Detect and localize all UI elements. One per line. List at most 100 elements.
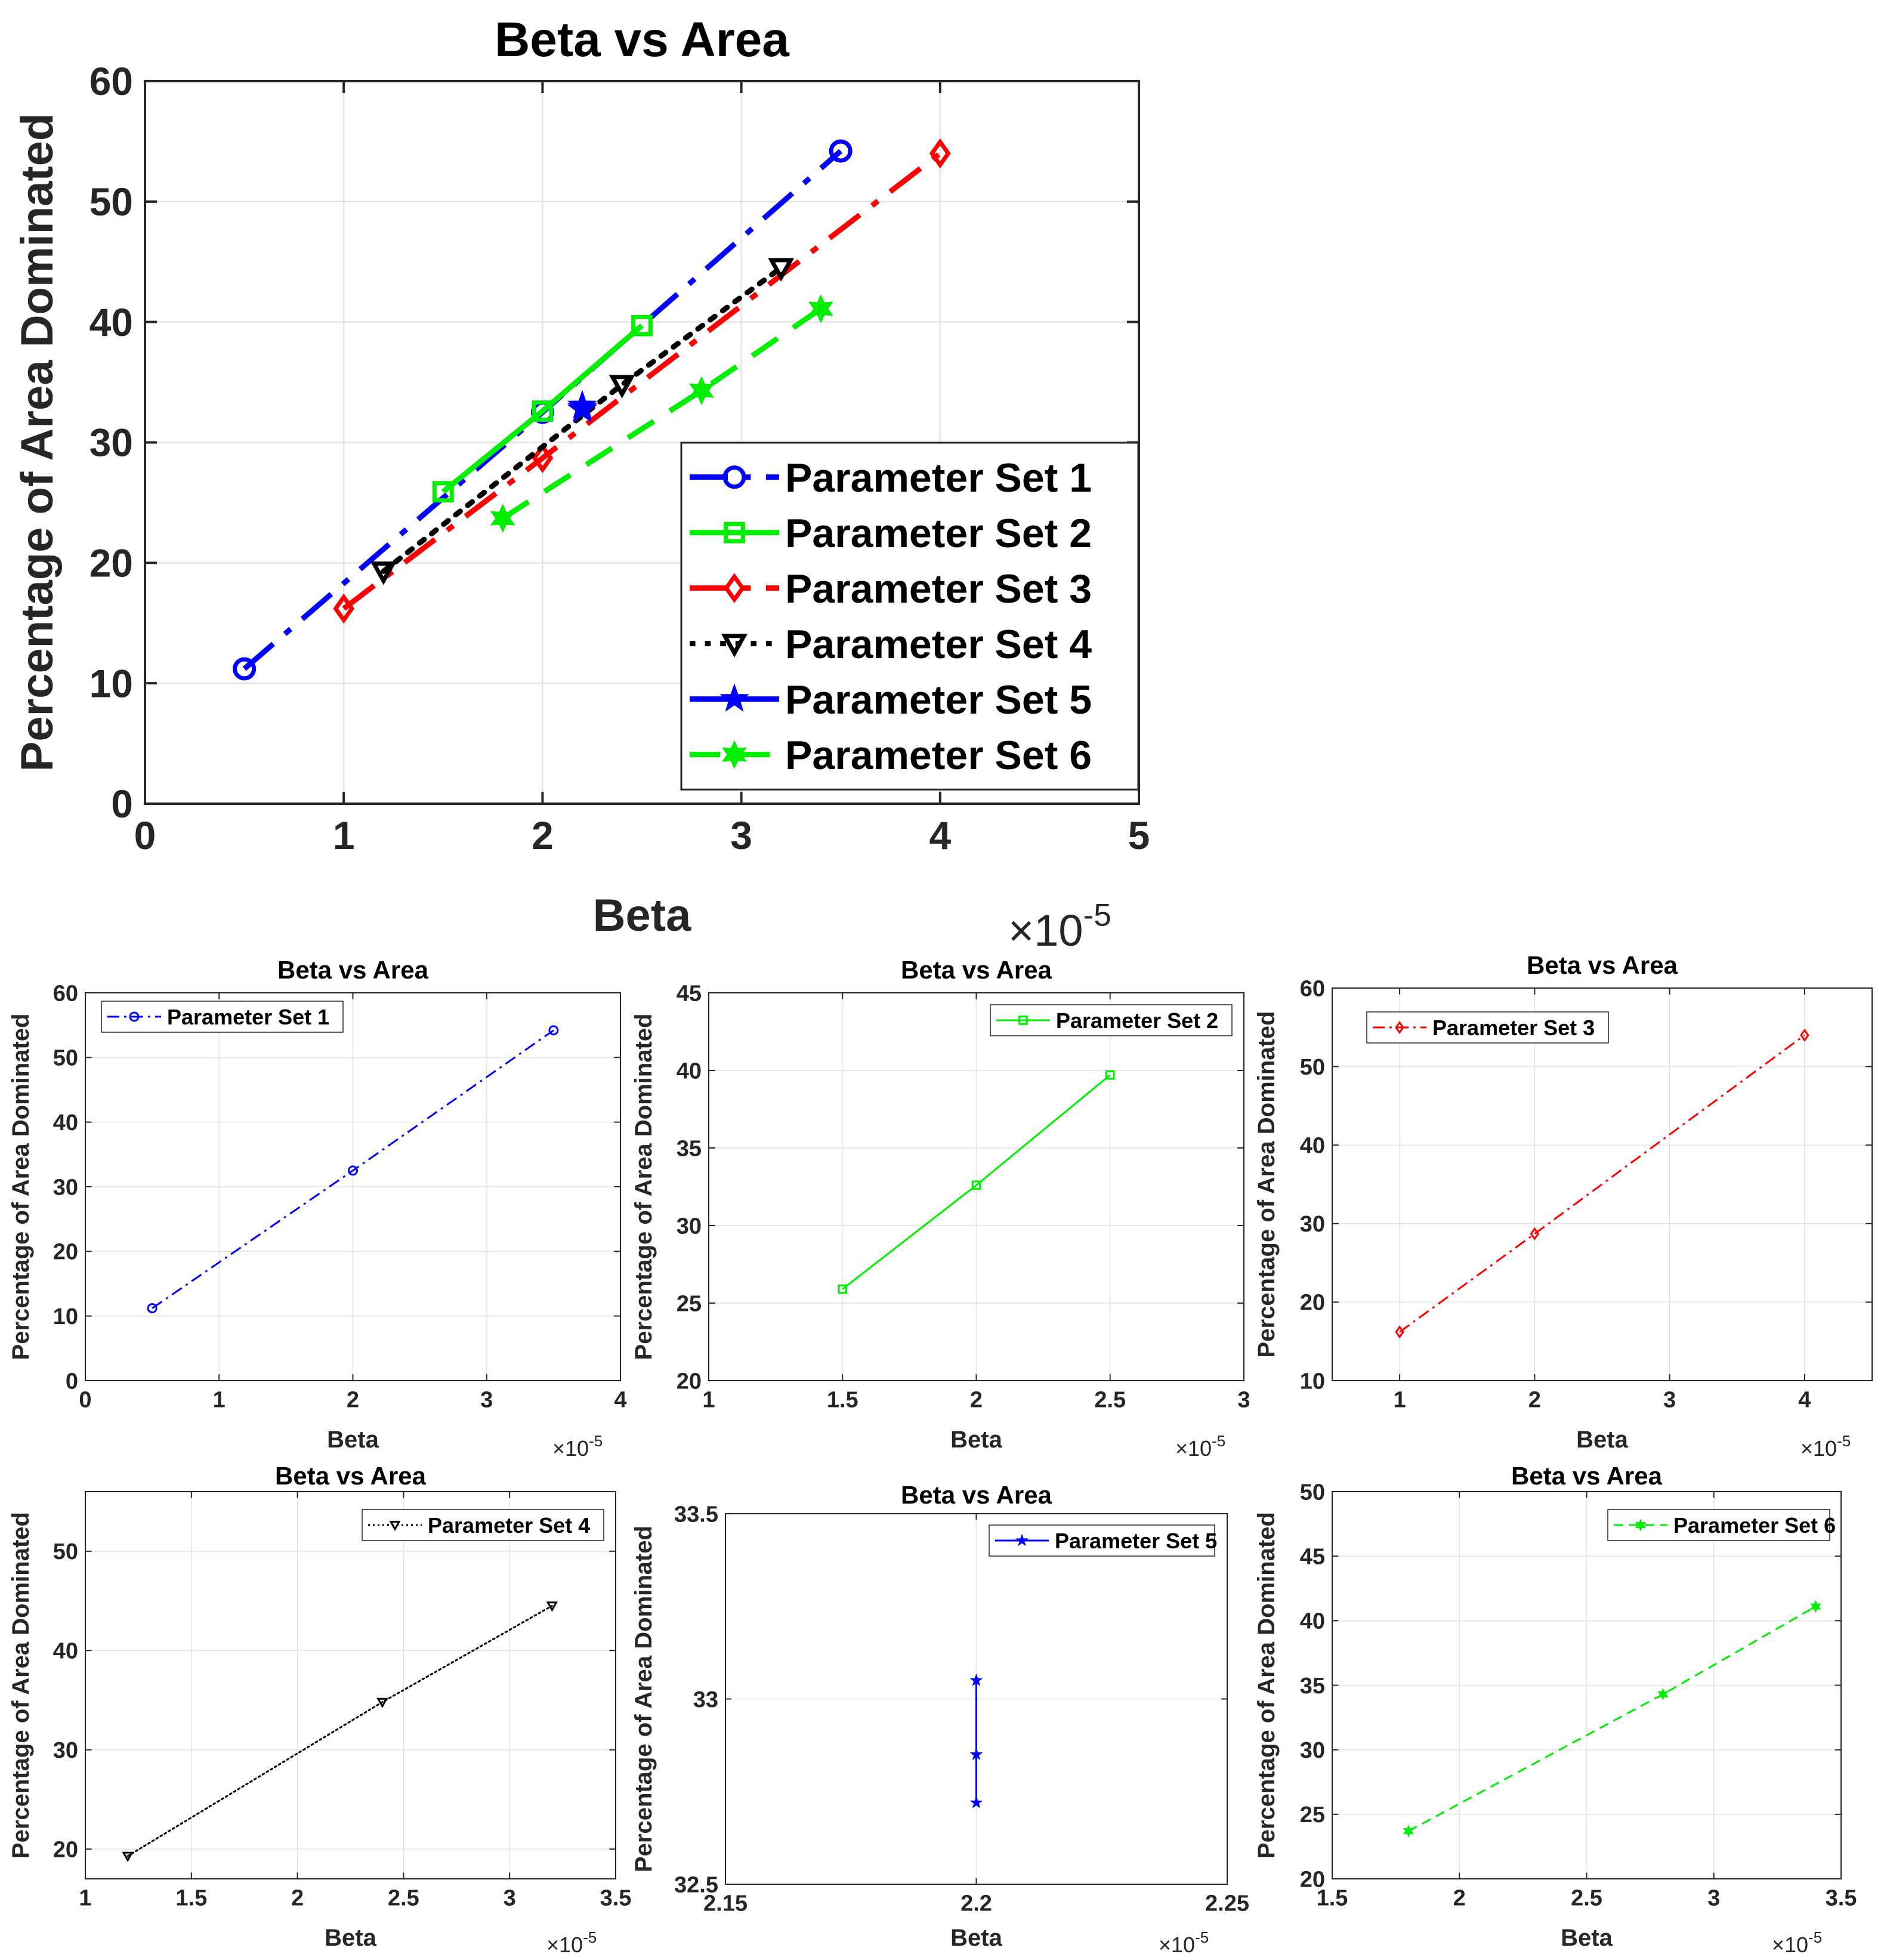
x-tick-label: 1 xyxy=(213,1387,226,1412)
series-line xyxy=(842,1074,1111,1290)
x-exponent-label: ×10-5 xyxy=(1175,1433,1225,1461)
x-tick-label: 1 xyxy=(79,1885,91,1910)
y-tick-label: 30 xyxy=(1300,1212,1325,1237)
y-tick-label: 32.5 xyxy=(674,1872,718,1897)
x-tick-label: 4 xyxy=(1798,1387,1811,1412)
x-tick-label: 1 xyxy=(702,1387,715,1412)
legend-label: Parameter Set 1 xyxy=(785,455,1092,501)
legend-label: Parameter Set 5 xyxy=(1055,1529,1217,1553)
x-tick-label: 3 xyxy=(1237,1387,1250,1412)
plot-area xyxy=(85,1492,616,1879)
y-tick-label: 25 xyxy=(1300,1802,1325,1828)
data-point xyxy=(532,443,554,473)
y-tick-label: 0 xyxy=(111,782,133,826)
legend-marker xyxy=(722,465,746,489)
data-point xyxy=(147,1303,157,1314)
data-point xyxy=(808,294,833,323)
y-tick-label: 20 xyxy=(53,1837,78,1862)
y-tick-label: 30 xyxy=(53,1175,78,1200)
y-tick-label: 50 xyxy=(53,1539,78,1564)
x-tick-label: 3 xyxy=(730,813,752,857)
series-parameter-set-2 xyxy=(432,314,653,503)
chart-title: Beta vs Area xyxy=(495,13,790,67)
chart-title: Beta vs Area xyxy=(1511,1462,1663,1490)
legend-label: Parameter Set 1 xyxy=(167,1005,329,1029)
y-tick-label: 33 xyxy=(693,1687,718,1712)
series-parameter-set-2 xyxy=(838,1070,1115,1294)
y-tick-label: 20 xyxy=(1300,1867,1325,1892)
x-tick-label: 2 xyxy=(970,1387,983,1412)
x-tick-label: 3 xyxy=(1663,1387,1676,1412)
x-tick-label: 0 xyxy=(79,1387,91,1412)
x-axis-label: Beta xyxy=(950,1427,1002,1453)
x-axis-label: Beta xyxy=(950,1925,1002,1951)
legend-label: Parameter Set 2 xyxy=(1056,1008,1218,1033)
chart-7: 1.5 2 2.5 3 3.5 20 25 30 35 40 45 50 Beta vs Area Bet… xyxy=(1253,1462,1857,1957)
y-tick-label: 40 xyxy=(1300,1609,1325,1634)
legend: Parameter Set 4 xyxy=(362,1509,604,1541)
y-tick-label: 0 xyxy=(66,1369,78,1394)
series-parameter-set-1 xyxy=(147,1025,559,1314)
legend-label: Parameter Set 6 xyxy=(785,733,1092,778)
data-point xyxy=(1395,1325,1404,1339)
chart-title: Beta vs Area xyxy=(1527,951,1678,979)
x-tick-label: 2 xyxy=(532,813,554,857)
y-tick-label: 40 xyxy=(53,1110,78,1135)
data-point xyxy=(1800,1028,1809,1042)
x-tick-label: 2 xyxy=(291,1885,304,1910)
series-parameter-set-5 xyxy=(567,390,598,422)
legend-label: Parameter Set 4 xyxy=(785,622,1092,667)
legend-marker xyxy=(721,634,748,658)
y-tick-label: 40 xyxy=(53,1639,78,1664)
x-tick-label: 1 xyxy=(333,813,355,857)
x-tick-label: 2 xyxy=(347,1387,359,1412)
legend-label: Parameter Set 6 xyxy=(1673,1513,1836,1538)
x-tick-label: 2.15 xyxy=(703,1891,748,1916)
series-line xyxy=(126,1604,553,1857)
x-exponent-label: ×10-5 xyxy=(552,1433,603,1461)
y-tick-label: 40 xyxy=(677,1058,702,1084)
x-tick-label: 2.5 xyxy=(1571,1885,1602,1910)
series-parameter-set-4 xyxy=(122,1601,558,1862)
axes-box xyxy=(1332,987,1873,1381)
y-tick-label: 60 xyxy=(1300,976,1325,1001)
x-tick-label: 2.25 xyxy=(1205,1891,1249,1916)
chart-title: Beta vs Area xyxy=(901,956,1052,984)
data-point xyxy=(532,400,554,422)
legend: Parameter Set 1 xyxy=(101,1001,344,1033)
x-exponent-label: ×10-5 xyxy=(1800,1433,1851,1461)
data-point xyxy=(1810,1600,1821,1613)
legend: Parameter Set 3 xyxy=(1366,1011,1609,1044)
data-point xyxy=(838,1284,848,1294)
x-exponent-label: ×10-5 xyxy=(1772,1930,1822,1957)
y-tick-label: 45 xyxy=(677,981,702,1006)
legend-marker xyxy=(719,683,750,712)
data-point xyxy=(1403,1825,1415,1838)
legend-box xyxy=(680,442,1139,791)
x-tick-label: 3.5 xyxy=(600,1885,632,1910)
data-point xyxy=(689,376,714,405)
legend-marker xyxy=(724,573,745,603)
y-tick-label: 33.5 xyxy=(674,1502,718,1527)
axes-box xyxy=(85,1491,616,1879)
x-tick-label: 1 xyxy=(1394,1387,1406,1412)
x-tick-label: 4 xyxy=(614,1387,626,1412)
data-point xyxy=(233,657,257,681)
legend-marker xyxy=(1395,1021,1404,1034)
data-point xyxy=(969,1748,983,1760)
series-parameter-set-5 xyxy=(969,1673,983,1808)
data-point xyxy=(376,1697,388,1708)
y-tick-label: 10 xyxy=(89,661,133,705)
legend-label: Parameter Set 2 xyxy=(785,511,1092,556)
y-axis-label: Percentage of Area Dominated xyxy=(1253,1512,1280,1859)
legend-label: Parameter Set 4 xyxy=(428,1513,590,1538)
data-point xyxy=(971,1180,981,1190)
data-point xyxy=(768,258,795,282)
data-point xyxy=(1105,1070,1115,1080)
legend: Parameter Set 6 xyxy=(1607,1509,1836,1541)
chart-5: 1 1.5 2 2.5 3 3.5 20 30 40 50 Beta vs Area Beta Perc… xyxy=(8,1462,631,1957)
data-point xyxy=(122,1851,134,1862)
y-tick-label: 60 xyxy=(89,59,133,103)
